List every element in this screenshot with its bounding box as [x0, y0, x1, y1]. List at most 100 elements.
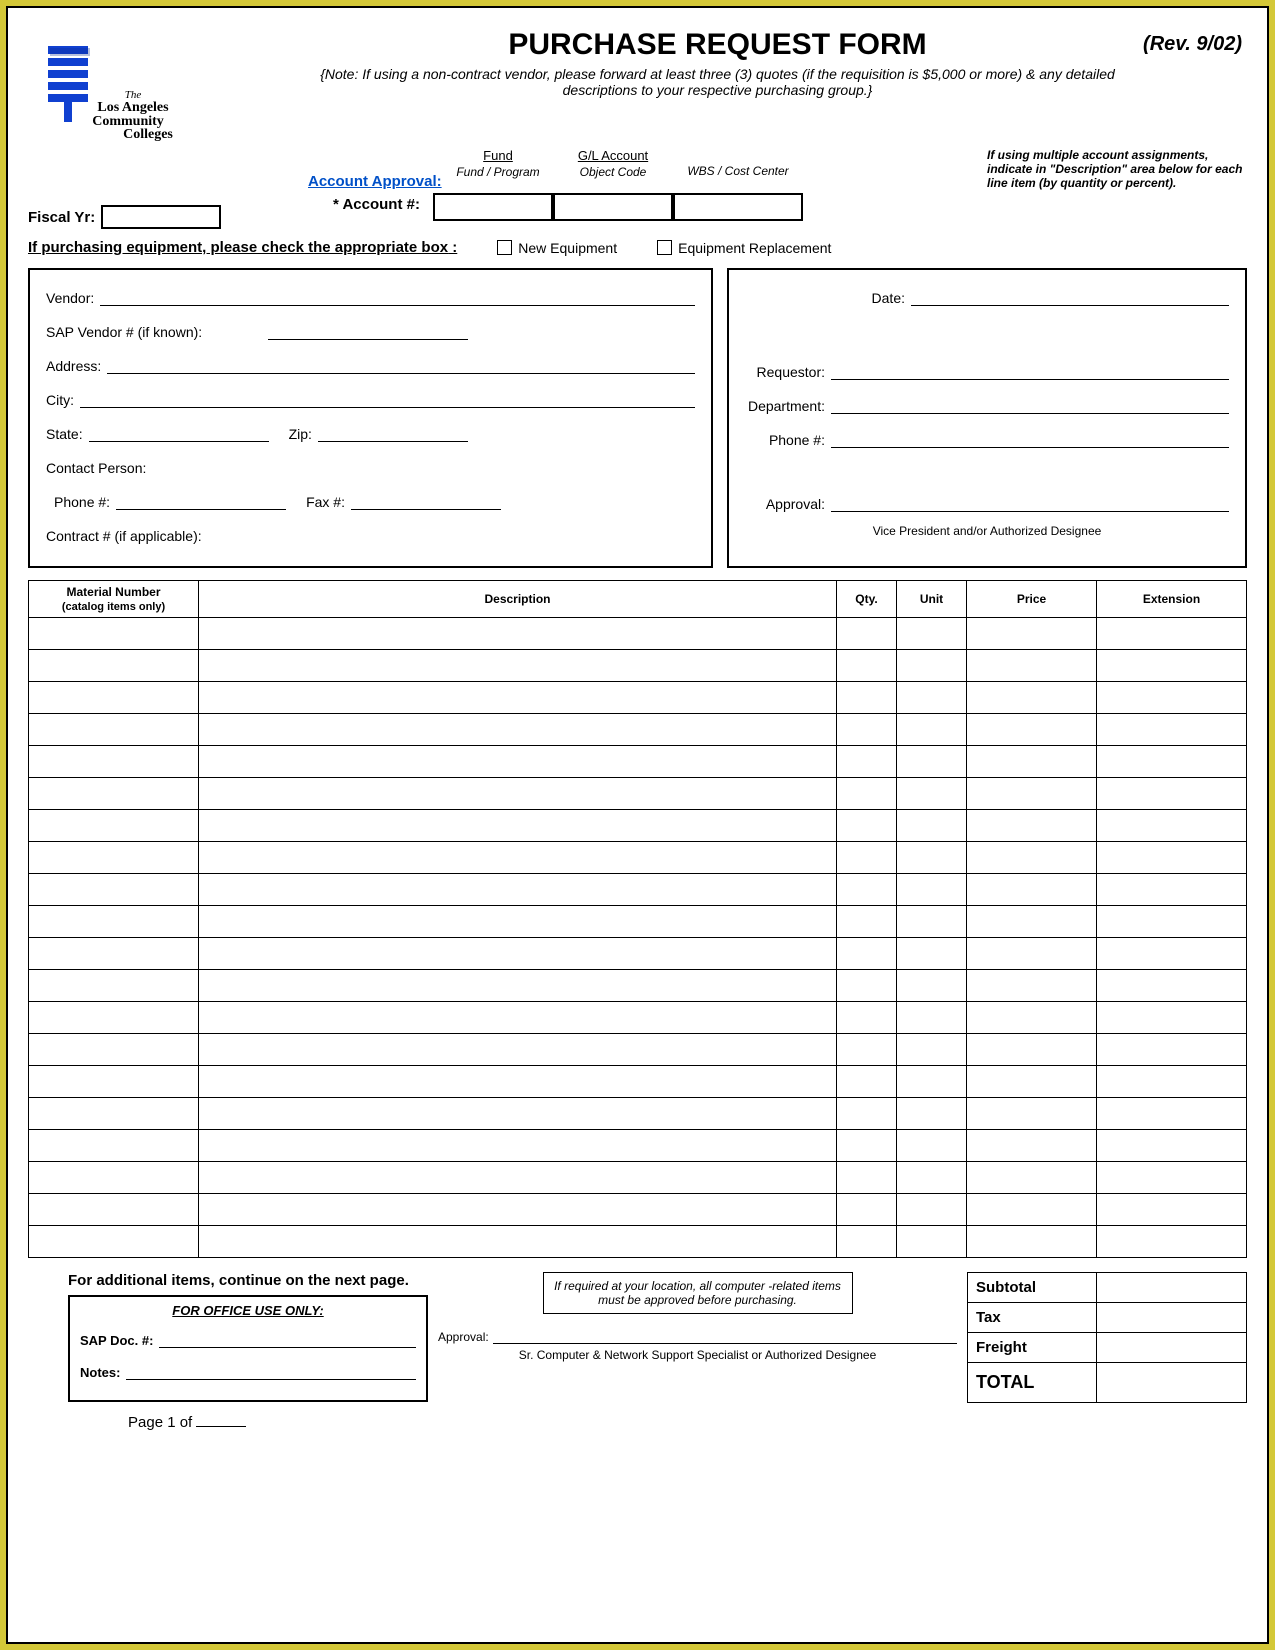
table-cell[interactable]: [837, 1034, 897, 1066]
table-row[interactable]: [29, 810, 1247, 842]
table-cell[interactable]: [967, 1226, 1097, 1258]
account-box-2[interactable]: [553, 193, 673, 221]
table-row[interactable]: [29, 1194, 1247, 1226]
table-cell[interactable]: [837, 1194, 897, 1226]
table-cell[interactable]: [29, 1034, 199, 1066]
sap-field[interactable]: [268, 339, 468, 340]
table-cell[interactable]: [29, 682, 199, 714]
table-cell[interactable]: [967, 1194, 1097, 1226]
table-cell[interactable]: [837, 714, 897, 746]
table-cell[interactable]: [837, 778, 897, 810]
table-row[interactable]: [29, 650, 1247, 682]
date-field[interactable]: [911, 305, 1229, 306]
table-row[interactable]: [29, 618, 1247, 650]
table-cell[interactable]: [1097, 1162, 1247, 1194]
table-cell[interactable]: [967, 1002, 1097, 1034]
table-cell[interactable]: [199, 874, 837, 906]
table-row[interactable]: [29, 842, 1247, 874]
table-cell[interactable]: [199, 1226, 837, 1258]
table-cell[interactable]: [1097, 1098, 1247, 1130]
table-row[interactable]: [29, 1098, 1247, 1130]
table-cell[interactable]: [1097, 1066, 1247, 1098]
table-cell[interactable]: [29, 874, 199, 906]
table-cell[interactable]: [897, 810, 967, 842]
table-cell[interactable]: [1097, 746, 1247, 778]
table-cell[interactable]: [1097, 1130, 1247, 1162]
table-row[interactable]: [29, 970, 1247, 1002]
total-field[interactable]: [1097, 1363, 1247, 1403]
notes-field[interactable]: [126, 1379, 416, 1380]
table-row[interactable]: [29, 746, 1247, 778]
table-cell[interactable]: [1097, 714, 1247, 746]
table-cell[interactable]: [29, 778, 199, 810]
table-cell[interactable]: [837, 1130, 897, 1162]
table-cell[interactable]: [837, 1162, 897, 1194]
table-row[interactable]: [29, 1002, 1247, 1034]
table-cell[interactable]: [199, 1066, 837, 1098]
table-cell[interactable]: [29, 906, 199, 938]
table-cell[interactable]: [967, 1098, 1097, 1130]
table-cell[interactable]: [1097, 1226, 1247, 1258]
table-cell[interactable]: [29, 1002, 199, 1034]
tax-field[interactable]: [1097, 1303, 1247, 1333]
table-cell[interactable]: [967, 618, 1097, 650]
table-cell[interactable]: [1097, 1194, 1247, 1226]
table-cell[interactable]: [1097, 1002, 1247, 1034]
table-cell[interactable]: [967, 1162, 1097, 1194]
freight-field[interactable]: [1097, 1333, 1247, 1363]
table-cell[interactable]: [967, 650, 1097, 682]
table-cell[interactable]: [29, 618, 199, 650]
table-cell[interactable]: [1097, 842, 1247, 874]
table-cell[interactable]: [967, 970, 1097, 1002]
table-cell[interactable]: [29, 938, 199, 970]
table-row[interactable]: [29, 778, 1247, 810]
table-cell[interactable]: [199, 970, 837, 1002]
table-cell[interactable]: [897, 682, 967, 714]
table-cell[interactable]: [967, 842, 1097, 874]
table-cell[interactable]: [199, 906, 837, 938]
table-cell[interactable]: [967, 1034, 1097, 1066]
table-cell[interactable]: [29, 1226, 199, 1258]
table-cell[interactable]: [837, 1226, 897, 1258]
phone-field[interactable]: [116, 509, 286, 510]
table-cell[interactable]: [897, 618, 967, 650]
table-cell[interactable]: [897, 842, 967, 874]
table-cell[interactable]: [897, 1162, 967, 1194]
table-cell[interactable]: [199, 1002, 837, 1034]
table-cell[interactable]: [837, 746, 897, 778]
table-cell[interactable]: [1097, 810, 1247, 842]
table-cell[interactable]: [199, 778, 837, 810]
table-cell[interactable]: [897, 1226, 967, 1258]
table-cell[interactable]: [199, 714, 837, 746]
table-cell[interactable]: [199, 1034, 837, 1066]
table-cell[interactable]: [1097, 906, 1247, 938]
table-cell[interactable]: [837, 1098, 897, 1130]
rphone-field[interactable]: [831, 447, 1229, 448]
table-row[interactable]: [29, 1066, 1247, 1098]
table-cell[interactable]: [897, 970, 967, 1002]
table-cell[interactable]: [967, 682, 1097, 714]
table-cell[interactable]: [29, 1098, 199, 1130]
table-cell[interactable]: [837, 650, 897, 682]
table-cell[interactable]: [199, 842, 837, 874]
table-cell[interactable]: [837, 938, 897, 970]
table-cell[interactable]: [29, 842, 199, 874]
table-cell[interactable]: [897, 746, 967, 778]
table-cell[interactable]: [29, 1194, 199, 1226]
table-cell[interactable]: [29, 746, 199, 778]
table-cell[interactable]: [199, 618, 837, 650]
subtotal-field[interactable]: [1097, 1273, 1247, 1303]
city-field[interactable]: [80, 407, 695, 408]
table-cell[interactable]: [897, 1066, 967, 1098]
table-cell[interactable]: [199, 682, 837, 714]
table-cell[interactable]: [897, 650, 967, 682]
table-row[interactable]: [29, 1226, 1247, 1258]
table-cell[interactable]: [837, 842, 897, 874]
table-cell[interactable]: [29, 1130, 199, 1162]
table-cell[interactable]: [1097, 970, 1247, 1002]
account-box-1[interactable]: [433, 193, 553, 221]
table-cell[interactable]: [1097, 618, 1247, 650]
table-cell[interactable]: [967, 906, 1097, 938]
table-cell[interactable]: [967, 714, 1097, 746]
department-field[interactable]: [831, 413, 1229, 414]
